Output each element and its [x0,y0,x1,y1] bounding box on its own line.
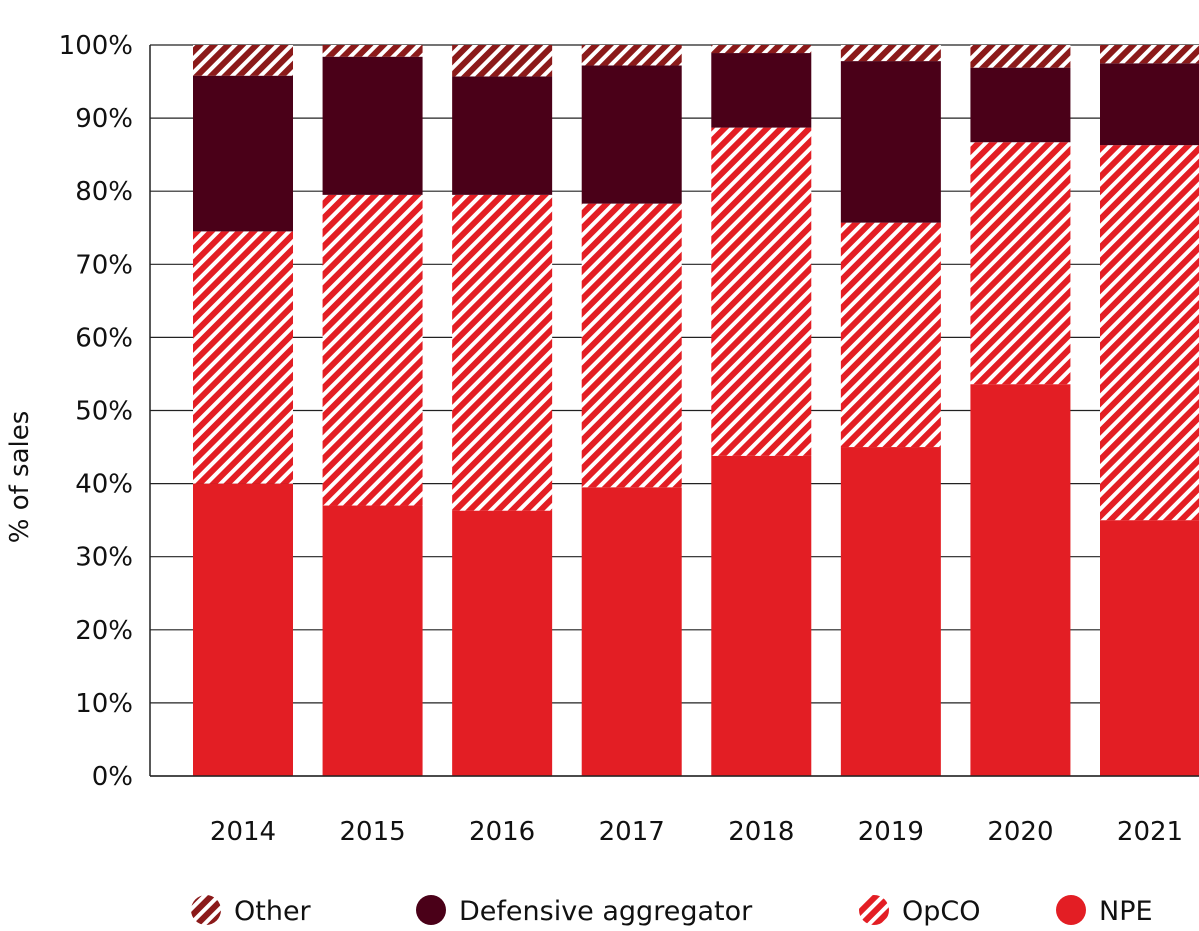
bar-defensive-aggregator-2018 [711,53,812,128]
y-tick-label: 30% [75,543,133,573]
y-tick-label: 100% [59,31,133,61]
x-tick-label: 2019 [858,817,924,847]
x-tick-label: 2014 [210,817,276,847]
bar-npe-2018 [711,455,812,776]
x-tick-labels: 2014 2015 2016 2017 2018 2019 2020 2021 [210,817,1183,847]
x-tick-label: 2016 [469,817,535,847]
bar-npe-2014 [193,483,293,776]
bar-npe-2015 [322,505,423,776]
y-tick-label: 20% [75,616,133,646]
y-tick-label: 90% [75,104,133,134]
bar-other-2017 [581,45,682,66]
x-tick-label: 2021 [1117,817,1183,847]
axes [149,45,1199,777]
bar-other-2014 [193,45,293,76]
bar-other-2018 [711,45,812,54]
bar-defensive-aggregator-2015 [322,56,423,195]
bar-opco-2014 [193,231,293,484]
bar-other-2021 [1100,45,1199,64]
x-tick-label: 2017 [599,817,665,847]
x-tick-label: 2015 [339,817,405,847]
bar-opco-2017 [581,203,682,488]
legend-marker-defensive-aggregator [416,895,446,925]
bar-opco-2019 [840,222,941,448]
bar-defensive-aggregator-2019 [840,61,941,223]
legend-label-other: Other [234,896,312,927]
bar-npe-2017 [581,487,682,776]
bar-opco-2020 [970,142,1071,385]
y-tick-labels: 0% 10% 20% 30% 40% 50% 60% 70% 80% 90% 100% [59,31,133,792]
y-tick-label: 10% [75,689,133,719]
x-tick-label: 2020 [987,817,1053,847]
bar-npe-2021 [1100,520,1199,776]
y-tick-label: 0% [92,762,133,792]
legend-marker-other [191,895,221,925]
x-tick-label: 2018 [728,817,794,847]
legend: Other Defensive aggregator OpCO NPE [191,895,1153,927]
bar-defensive-aggregator-2014 [193,75,293,232]
bar-defensive-aggregator-2016 [452,76,553,195]
bar-opco-2021 [1100,145,1199,521]
bar-other-2020 [970,45,1071,68]
legend-marker-npe [1056,895,1086,925]
bar-defensive-aggregator-2017 [581,65,682,204]
legend-label-defensive-aggregator: Defensive aggregator [459,896,753,927]
bar-npe-2020 [970,384,1071,776]
legend-label-opco: OpCO [902,896,981,927]
bar-other-2019 [840,45,941,62]
bar-opco-2015 [322,194,423,506]
y-tick-label: 70% [75,250,133,280]
y-tick-label: 50% [75,397,133,427]
y-tick-label: 60% [75,323,133,353]
bar-opco-2018 [711,127,812,456]
bar-defensive-aggregator-2021 [1100,63,1199,146]
y-axis-label: % of sales [5,411,35,544]
y-tick-label: 80% [75,177,133,207]
legend-label-npe: NPE [1099,896,1153,927]
bar-other-2016 [452,45,553,77]
legend-marker-opco [859,895,889,925]
bar-opco-2016 [452,194,553,511]
bar-npe-2019 [840,447,941,776]
bar-other-2015 [322,45,423,57]
bars [193,45,1199,776]
bar-defensive-aggregator-2020 [970,67,1071,143]
bar-npe-2016 [452,510,553,776]
y-tick-label: 40% [75,470,133,500]
